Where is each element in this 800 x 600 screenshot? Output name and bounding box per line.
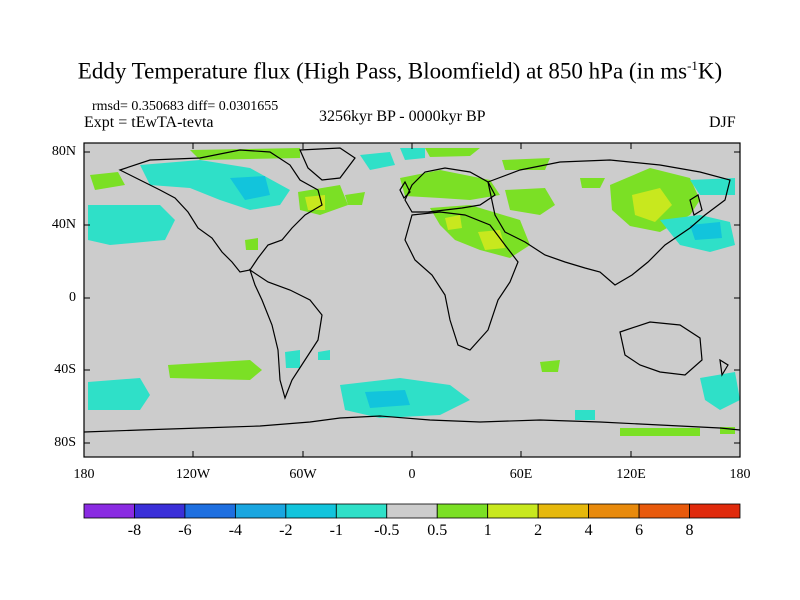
lon-tick-label: 120W (175, 467, 211, 482)
lat-tick-label: 40S (54, 362, 76, 377)
experiment-label: Expt = tEwTA-tevta (84, 114, 214, 131)
colorbar-label: -2 (279, 522, 293, 539)
colorbar-label: -6 (178, 522, 192, 539)
colorbar-label: -1 (329, 522, 343, 539)
colorbar-swatch (285, 503, 337, 519)
colorbar-swatch (234, 503, 287, 519)
colorbar-label: 1 (483, 522, 492, 539)
lat-tick-label: 0 (69, 290, 76, 305)
colorbar-label: 6 (635, 522, 644, 539)
colorbar-swatch (689, 503, 741, 519)
lon-tick-label: 60W (289, 467, 317, 482)
colorbar-swatch (335, 503, 388, 519)
colorbar-label: -8 (127, 522, 142, 539)
colorbar-label: -4 (228, 522, 243, 539)
lat-tick-marks (84, 151, 740, 444)
colorbar-swatch (134, 503, 186, 519)
lat-tick-label: 80S (54, 435, 76, 450)
lon-tick-label: 0 (408, 467, 416, 482)
colorbar-swatch (537, 503, 590, 519)
lon-tick-marks (83, 143, 741, 457)
lat-tick-label: 40N (51, 217, 76, 232)
lon-tick-label: 60E (509, 467, 533, 482)
lon-tick-label: 180 (73, 467, 95, 482)
colorbar-label: 4 (584, 522, 593, 539)
colorbar-label: 0.5 (427, 522, 448, 539)
colorbar-swatch (83, 503, 135, 519)
colorbar-swatch (588, 503, 640, 519)
coastlines (83, 147, 741, 433)
colorbar-swatch (386, 503, 438, 519)
colorbar-swatch (487, 503, 539, 519)
colorbar-swatch (436, 503, 489, 519)
season-label: DJF (709, 114, 736, 131)
colorbar (83, 503, 741, 519)
colorbar-label: 2 (534, 522, 543, 539)
colorbar-label: -0.5 (374, 522, 400, 539)
lon-tick-label: 120E (616, 467, 646, 482)
lon-tick-label: 180 (729, 467, 751, 482)
lat-tick-label: 80N (51, 144, 76, 159)
stats-line: rmsd= 0.350683 diff= 0.0301655 (92, 99, 279, 114)
colorbar-swatch (184, 503, 236, 519)
stronger-negative-patches (230, 176, 722, 408)
plot-title: Eddy Temperature flux (High Pass, Bloomf… (77, 58, 723, 84)
colorbar-swatch (638, 503, 690, 519)
colorbar-label: 8 (685, 522, 694, 539)
period-label: 3256kyr BP - 0000kyr BP (319, 108, 486, 125)
